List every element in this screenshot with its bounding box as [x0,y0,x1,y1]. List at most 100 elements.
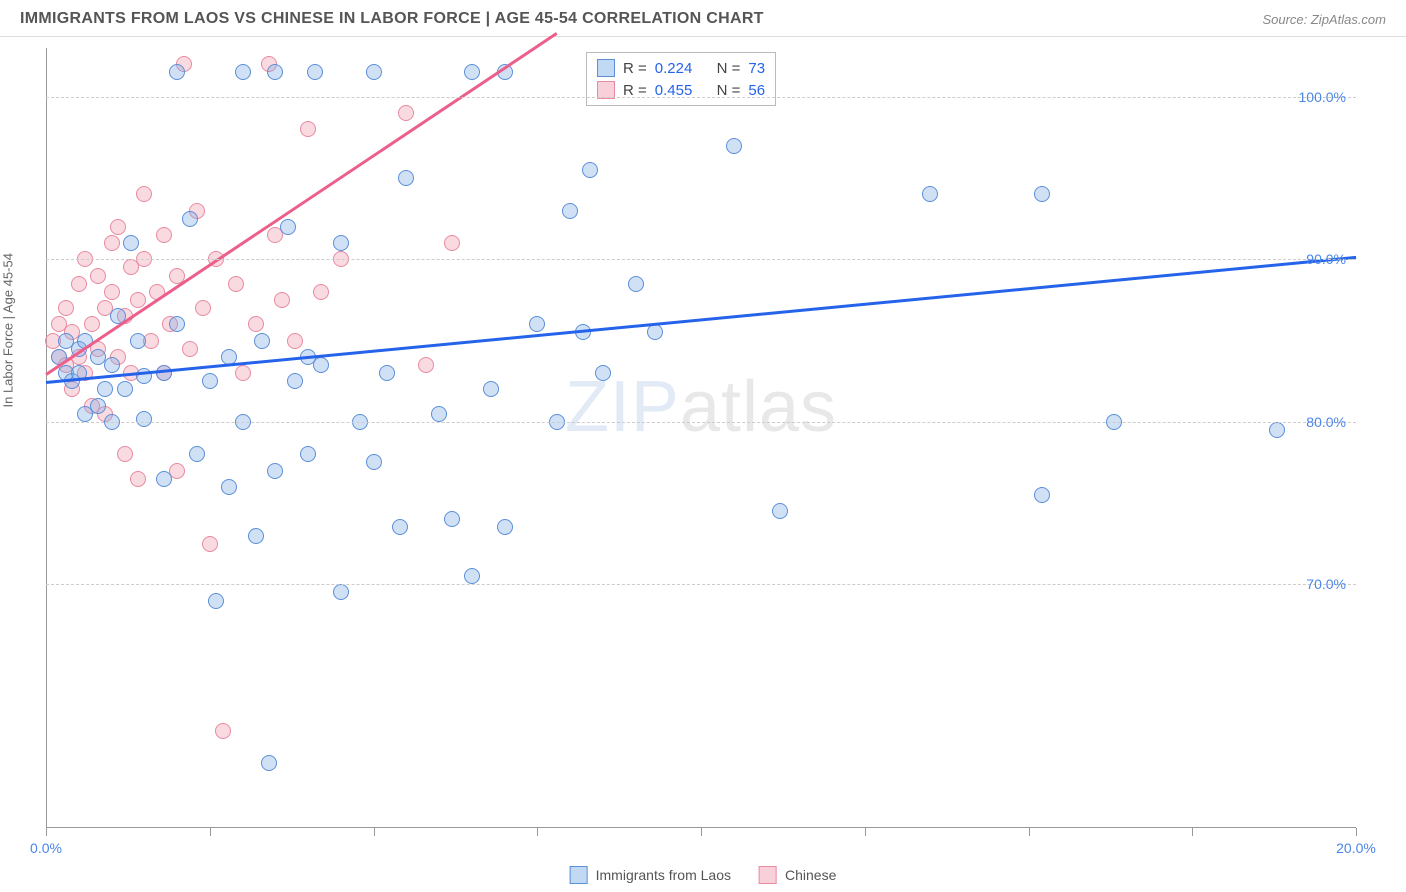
x-tick [701,828,702,836]
data-point [208,593,224,609]
data-point [418,357,434,373]
data-point [235,365,251,381]
data-point [71,276,87,292]
data-point [117,446,133,462]
data-point [235,64,251,80]
data-point [562,203,578,219]
data-point [90,268,106,284]
data-point [1034,186,1050,202]
grid-line [46,584,1356,585]
data-point [130,471,146,487]
data-point [464,64,480,80]
x-tick [46,828,47,836]
data-point [130,333,146,349]
legend: Immigrants from Laos Chinese [570,866,837,884]
data-point [156,227,172,243]
x-tick [537,828,538,836]
data-point [130,292,146,308]
data-point [104,235,120,251]
data-point [274,292,290,308]
data-point [726,138,742,154]
data-point [313,357,329,373]
data-point [497,519,513,535]
grid-line [46,259,1356,260]
data-point [267,463,283,479]
data-point [333,584,349,600]
data-point [90,398,106,414]
data-point [195,300,211,316]
y-axis-label: In Labor Force | Age 45-54 [1,253,16,407]
correlation-stats-box: R = 0.224 N = 73 R = 0.455 N = 56 [586,52,776,106]
data-point [123,235,139,251]
data-point [228,276,244,292]
x-tick [1356,828,1357,836]
data-point [1034,487,1050,503]
data-point [156,471,172,487]
trend-line [45,32,557,375]
data-point [221,479,237,495]
data-point [267,64,283,80]
data-point [582,162,598,178]
data-point [392,519,408,535]
data-point [398,170,414,186]
data-point [1269,422,1285,438]
data-point [117,381,133,397]
x-tick [374,828,375,836]
data-point [300,446,316,462]
chart-title: IMMIGRANTS FROM LAOS VS CHINESE IN LABOR… [20,10,764,28]
x-tick [1029,828,1030,836]
legend-item-laos: Immigrants from Laos [570,866,731,884]
data-point [156,365,172,381]
data-point [529,316,545,332]
data-point [464,568,480,584]
data-point [444,511,460,527]
data-point [313,284,329,300]
data-point [398,105,414,121]
x-tick [210,828,211,836]
stats-row-laos: R = 0.224 N = 73 [597,57,765,79]
data-point [922,186,938,202]
data-point [287,333,303,349]
data-point [202,536,218,552]
y-tick-label: 100.0% [1299,89,1346,105]
data-point [280,219,296,235]
swatch-blue-icon [570,866,588,884]
y-tick-label: 70.0% [1306,576,1346,592]
data-point [182,211,198,227]
data-point [84,316,100,332]
chart-header: IMMIGRANTS FROM LAOS VS CHINESE IN LABOR… [0,0,1406,37]
swatch-pink-icon [759,866,777,884]
data-point [287,373,303,389]
data-point [366,454,382,470]
data-point [136,186,152,202]
swatch-blue-icon [597,59,615,77]
x-tick-label: 0.0% [30,840,62,856]
legend-item-chinese: Chinese [759,866,836,884]
data-point [628,276,644,292]
data-point [136,411,152,427]
data-point [307,64,323,80]
data-point [104,357,120,373]
data-point [189,446,205,462]
data-point [248,528,264,544]
data-point [333,235,349,251]
data-point [248,316,264,332]
y-tick-label: 80.0% [1306,414,1346,430]
trend-line [46,256,1356,384]
data-point [772,503,788,519]
data-point [254,333,270,349]
x-tick-label: 20.0% [1336,840,1376,856]
data-point [366,64,382,80]
data-point [647,324,663,340]
data-point [300,121,316,137]
scatter-plot [46,48,1356,828]
data-point [215,723,231,739]
data-point [182,341,198,357]
data-point [444,235,460,251]
data-point [58,300,74,316]
y-tick-label: 90.0% [1306,251,1346,267]
x-tick [1192,828,1193,836]
data-point [169,316,185,332]
data-point [104,284,120,300]
data-point [169,64,185,80]
